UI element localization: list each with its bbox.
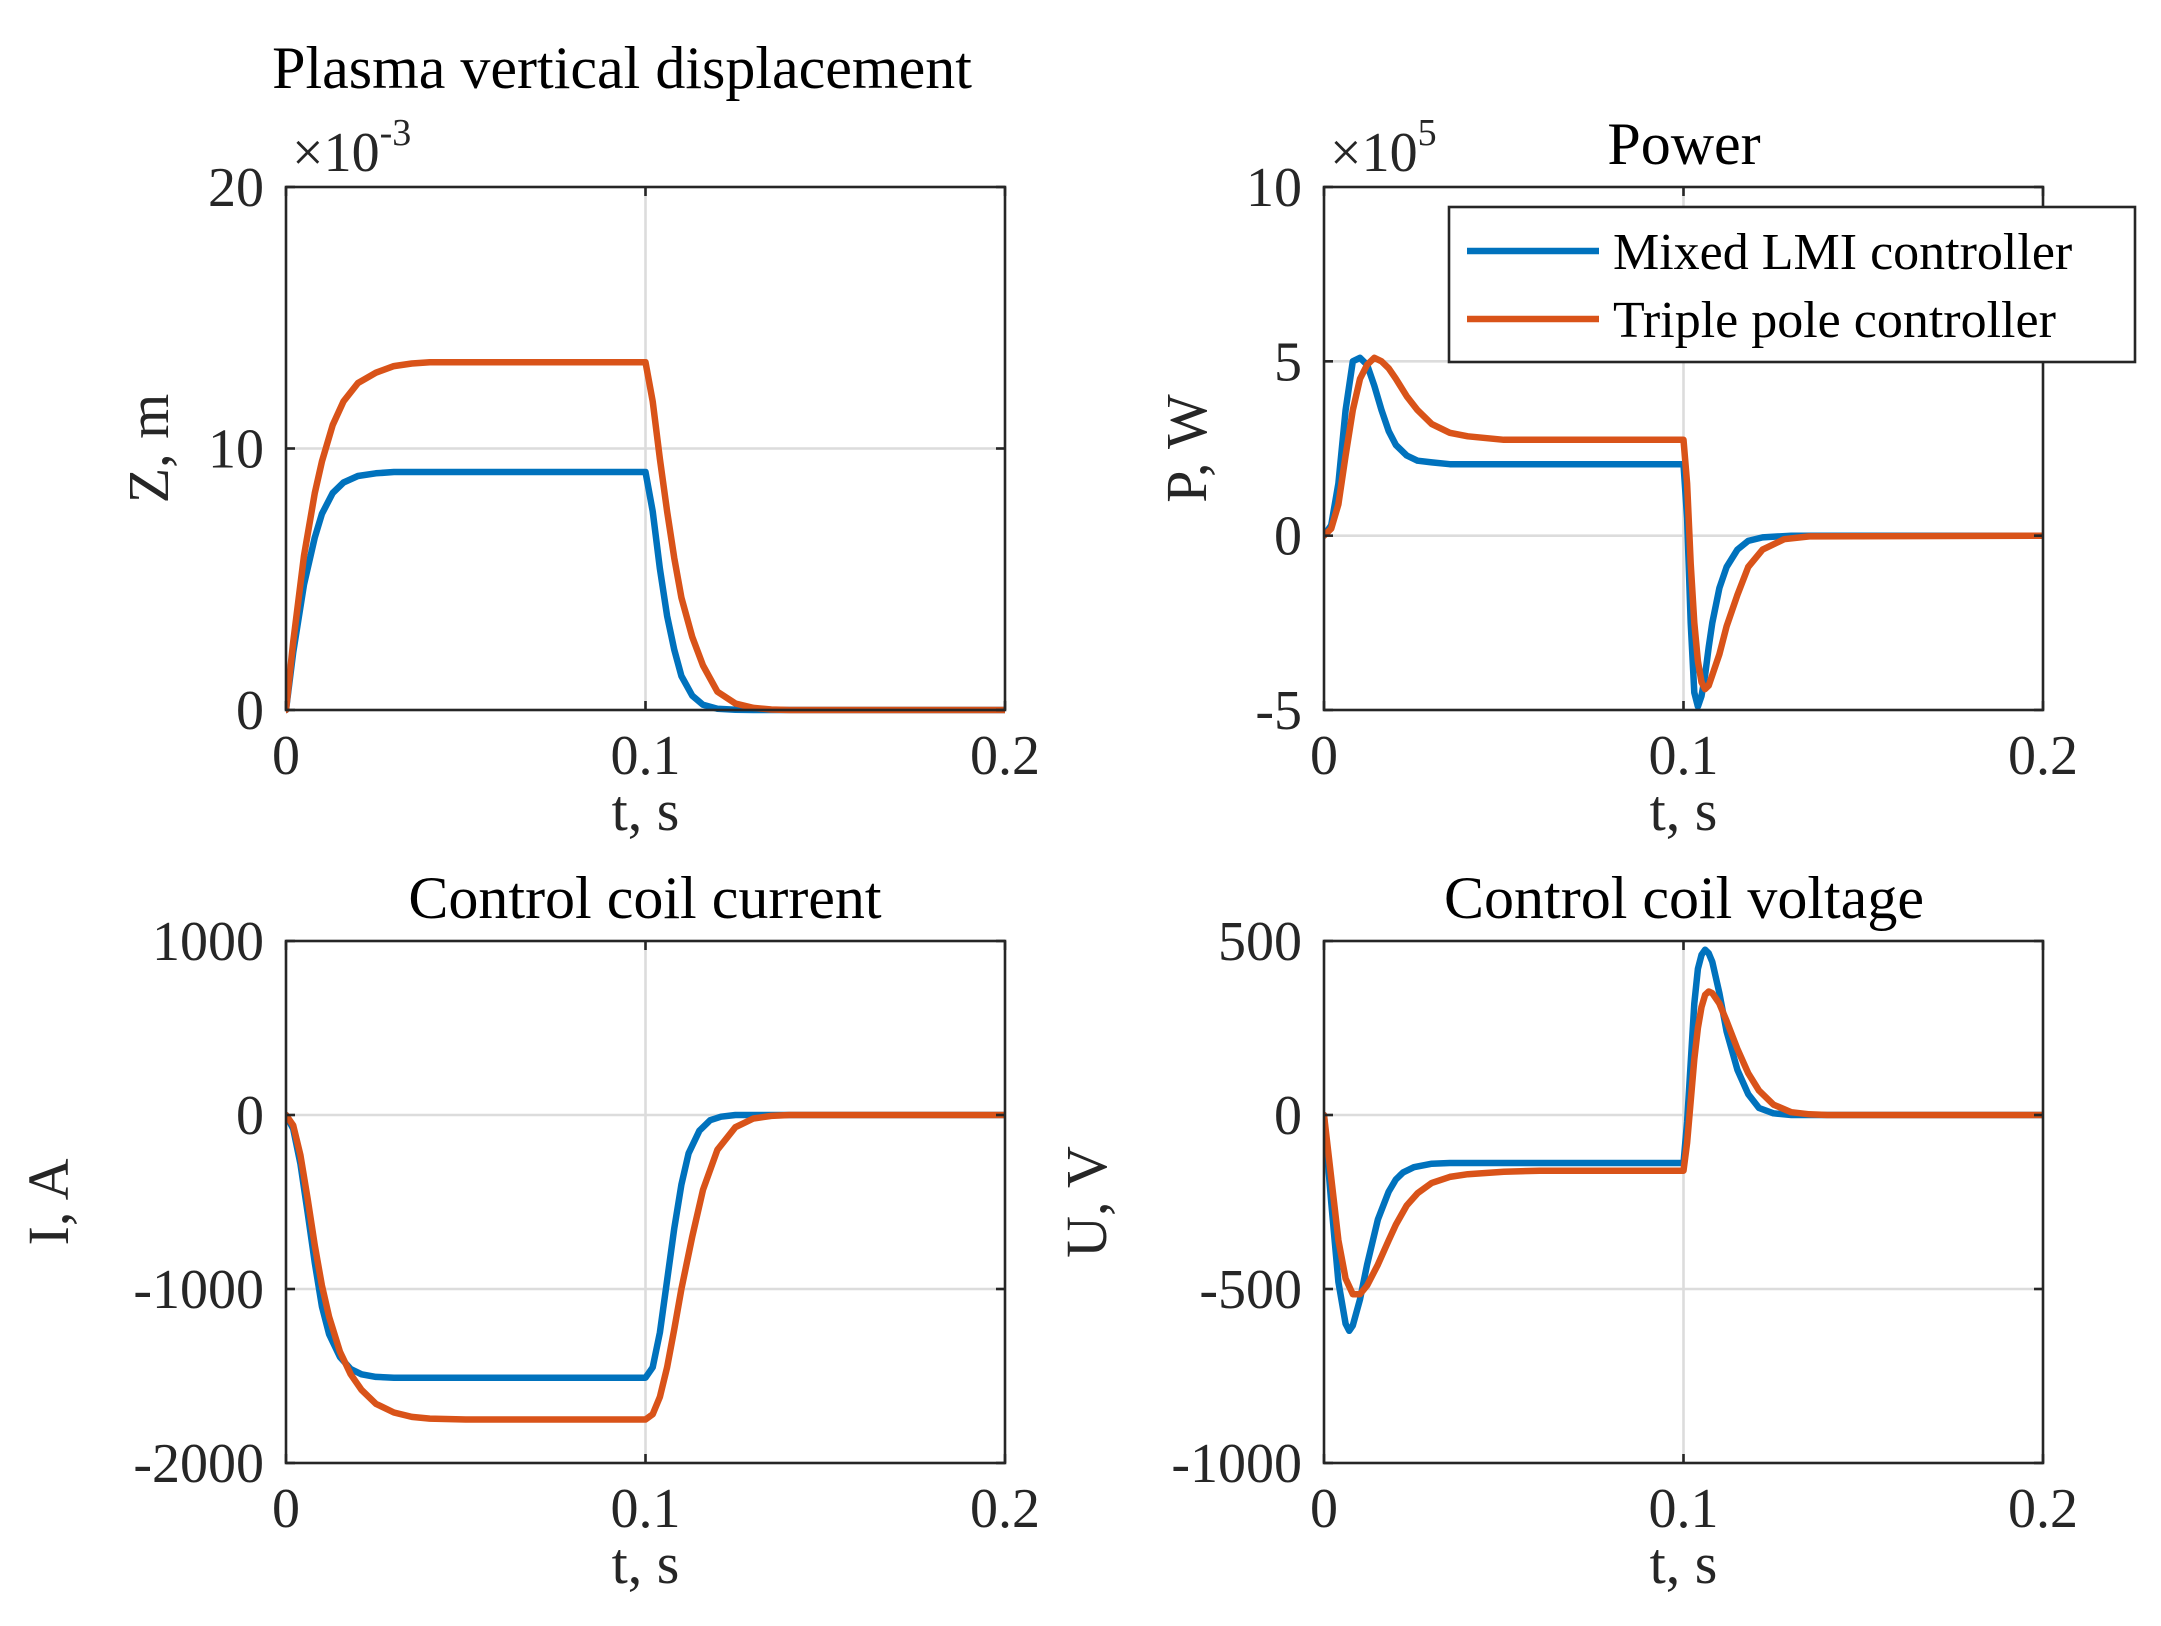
y-axis-label: I, A (16, 1158, 81, 1245)
axis-exponent-base: ×10 (292, 122, 380, 184)
y-tick-label: 0 (1274, 1085, 1302, 1147)
subplot-title: Control coil voltage (1444, 865, 1924, 931)
x-tick-label: 0.1 (1649, 725, 1719, 787)
y-tick-label: 0 (236, 1085, 264, 1147)
y-tick-label: 0 (1274, 506, 1302, 568)
y-tick-label: -1000 (133, 1259, 264, 1321)
y-axis-label: U, V (1054, 1146, 1119, 1258)
y-tick-label: 10 (208, 419, 264, 481)
y-tick-label: -5 (1255, 680, 1302, 742)
axis-exponent: ×10-3 (292, 112, 411, 184)
y-tick-label: -500 (1199, 1259, 1302, 1321)
x-axis-label: t, s (1650, 1531, 1718, 1596)
y-tick-label: -1000 (1171, 1433, 1302, 1495)
subplot-voltage: 0 0.1 0.2 -1000 -500 0 500 t, s U, V Control coil… (1054, 865, 2078, 1596)
y-axis-label: Z, m (116, 394, 181, 504)
x-axis-label: t, s (612, 778, 680, 843)
x-tick-label: 0 (1310, 725, 1338, 787)
subplot-title: Power (1607, 111, 1760, 177)
y-axis-label: P, W (1154, 394, 1219, 503)
y-tick-label: 1000 (152, 911, 264, 973)
y-tick-label: 10 (1246, 157, 1302, 219)
x-tick-label: 0 (1310, 1478, 1338, 1540)
legend-entry: Mixed LMI controller (1613, 224, 2072, 281)
legend-entry: Triple pole controller (1613, 292, 2056, 349)
y-tick-label: -2000 (133, 1433, 264, 1495)
series-line-mixed-lmi (286, 1111, 1005, 1381)
x-tick-label: 0.2 (970, 725, 1040, 787)
series-line-triple-pole (286, 358, 1005, 714)
subplot-title: Control coil current (408, 865, 882, 931)
subplot-current: 0 0.1 0.2 -2000 -1000 0 1000 t, s I, A Control co… (16, 865, 1040, 1596)
y-tick-label: 5 (1274, 331, 1302, 393)
axis-exponent: ×105 (1330, 112, 1437, 184)
axis-exponent-base: ×10 (1330, 122, 1418, 184)
x-tick-label: 0 (272, 725, 300, 787)
x-axis-label: t, s (1650, 778, 1718, 843)
y-tick-label: 500 (1218, 911, 1302, 973)
series-line-mixed-lmi (1324, 354, 2043, 710)
x-tick-label: 0.1 (1649, 1478, 1719, 1540)
subplot-title: Plasma vertical displacement (272, 35, 972, 101)
y-tick-label: 20 (208, 157, 264, 219)
x-tick-label: 0.1 (611, 1478, 681, 1540)
series-line-mixed-lmi (1324, 946, 2043, 1335)
series-line-triple-pole (1324, 988, 2043, 1298)
legend: Mixed LMI controller Triple pole controll… (1447, 205, 2137, 364)
legend-box (1447, 205, 2137, 364)
axis-exponent-power: -3 (380, 112, 412, 154)
subplot-plasma: 0 0.1 0.2 0 10 20 t, s Z, m Plasma vertical disp… (116, 35, 1040, 843)
axis-exponent-power: 5 (1418, 112, 1437, 154)
series-line-triple-pole (286, 1111, 1005, 1423)
x-tick-label: 0 (272, 1478, 300, 1540)
x-tick-label: 0.1 (611, 725, 681, 787)
x-axis-label: t, s (612, 1531, 680, 1596)
x-tick-label: 0.2 (970, 1478, 1040, 1540)
y-tick-label: 0 (236, 680, 264, 742)
x-tick-label: 0.2 (2008, 725, 2078, 787)
series-line-triple-pole (1324, 354, 2043, 693)
x-tick-label: 0.2 (2008, 1478, 2078, 1540)
